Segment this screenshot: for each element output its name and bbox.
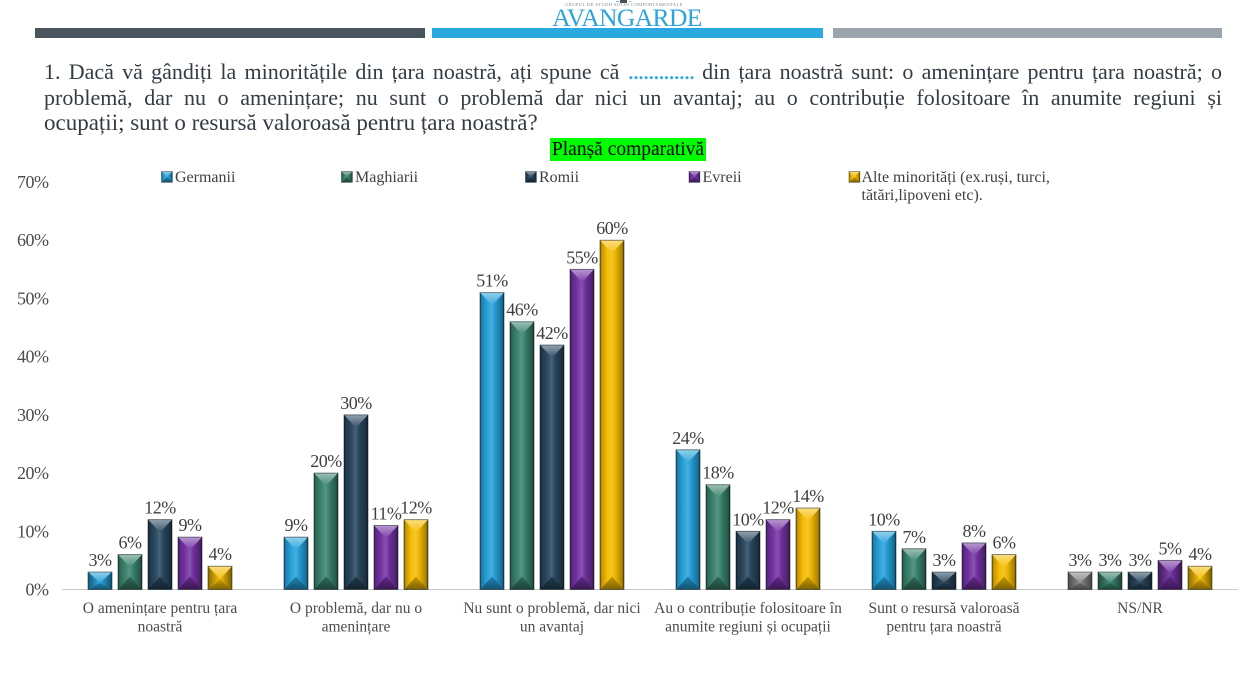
svg-text:Evreii: Evreii bbox=[703, 169, 743, 186]
svg-text:3%: 3% bbox=[1099, 550, 1123, 570]
svg-text:Maghiarii: Maghiarii bbox=[355, 169, 419, 186]
svg-text:5%: 5% bbox=[1159, 538, 1183, 558]
svg-text:12%: 12% bbox=[762, 498, 794, 518]
svg-text:un avantaj: un avantaj bbox=[520, 619, 584, 636]
svg-text:20%: 20% bbox=[310, 451, 342, 471]
svg-text:Romii: Romii bbox=[539, 169, 580, 186]
svg-text:10%: 10% bbox=[17, 521, 49, 541]
svg-text:12%: 12% bbox=[144, 498, 176, 518]
svg-text:60%: 60% bbox=[17, 230, 49, 250]
svg-text:0%: 0% bbox=[26, 580, 50, 600]
svg-text:O amenințare pentru țara: O amenințare pentru țara bbox=[83, 600, 238, 617]
svg-text:Nu sunt o problemă, dar nici: Nu sunt o problemă, dar nici bbox=[463, 600, 641, 617]
svg-text:3%: 3% bbox=[1129, 550, 1153, 570]
svg-text:51%: 51% bbox=[476, 271, 508, 291]
svg-text:24%: 24% bbox=[672, 428, 704, 448]
svg-text:Germanii: Germanii bbox=[175, 169, 236, 186]
svg-text:9%: 9% bbox=[285, 515, 309, 535]
svg-text:anumite regiuni și ocupații: anumite regiuni și ocupații bbox=[665, 619, 831, 636]
svg-text:12%: 12% bbox=[400, 498, 432, 518]
svg-text:3%: 3% bbox=[933, 550, 957, 570]
svg-text:60%: 60% bbox=[596, 218, 628, 238]
svg-text:Au o contribuție folositoare î: Au o contribuție folositoare în bbox=[654, 600, 842, 617]
svg-text:30%: 30% bbox=[340, 393, 372, 413]
svg-text:10%: 10% bbox=[868, 509, 900, 529]
svg-text:20%: 20% bbox=[17, 463, 49, 483]
svg-text:42%: 42% bbox=[536, 323, 568, 343]
svg-text:6%: 6% bbox=[993, 533, 1017, 553]
svg-text:8%: 8% bbox=[963, 521, 987, 541]
svg-text:30%: 30% bbox=[17, 405, 49, 425]
svg-text:amenințare: amenințare bbox=[322, 619, 391, 636]
svg-text:6%: 6% bbox=[119, 533, 143, 553]
svg-text:55%: 55% bbox=[566, 247, 598, 267]
svg-text:Alte minorități (ex.ruși, turc: Alte minorități (ex.ruși, turci, bbox=[862, 169, 1050, 186]
svg-text:NS/NR: NS/NR bbox=[1117, 600, 1163, 617]
svg-text:11%: 11% bbox=[371, 503, 402, 523]
svg-text:4%: 4% bbox=[1189, 544, 1213, 564]
svg-text:50%: 50% bbox=[17, 288, 49, 308]
svg-text:3%: 3% bbox=[89, 550, 113, 570]
svg-text:pentru țara noastră: pentru țara noastră bbox=[886, 619, 1001, 636]
svg-text:tătări,lipoveni etc).: tătări,lipoveni etc). bbox=[862, 187, 983, 204]
svg-text:7%: 7% bbox=[903, 527, 927, 547]
svg-text:4%: 4% bbox=[209, 544, 233, 564]
svg-text:10%: 10% bbox=[732, 509, 764, 529]
svg-text:Sunt o resursă valoroasă: Sunt o resursă valoroasă bbox=[868, 600, 1019, 617]
svg-text:O problemă, dar nu o: O problemă, dar nu o bbox=[290, 600, 422, 617]
svg-text:46%: 46% bbox=[506, 300, 538, 320]
svg-text:9%: 9% bbox=[179, 515, 203, 535]
svg-text:14%: 14% bbox=[792, 486, 824, 506]
svg-text:70%: 70% bbox=[17, 172, 49, 192]
svg-text:40%: 40% bbox=[17, 347, 49, 367]
svg-text:noastră: noastră bbox=[138, 619, 183, 636]
svg-text:3%: 3% bbox=[1069, 550, 1093, 570]
svg-text:18%: 18% bbox=[702, 463, 734, 483]
